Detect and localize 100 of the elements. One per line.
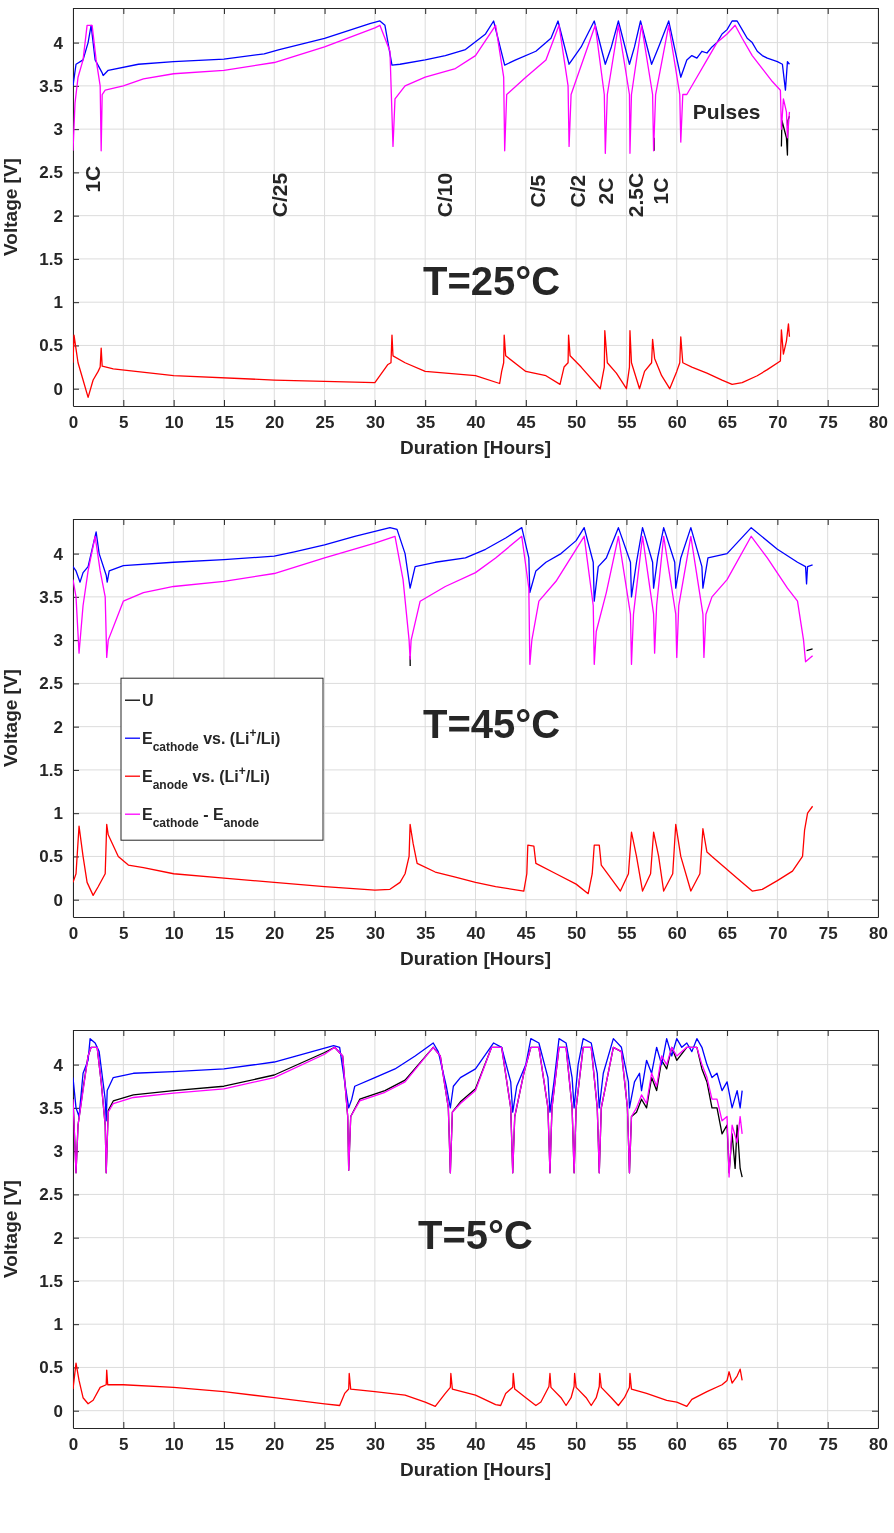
x-tick-label: 55 (617, 413, 637, 433)
x-tick-label: 10 (164, 924, 184, 944)
y-tick-label: 3.5 (39, 1098, 63, 1118)
x-tick-label: 40 (466, 413, 486, 433)
x-tick-label: 55 (617, 1435, 637, 1455)
x-tick-label: 65 (718, 924, 738, 944)
y-axis-title: Voltage [V] (0, 1180, 21, 1278)
text: T=5°C (418, 1212, 533, 1257)
y-tick-label: 2 (53, 1228, 63, 1248)
annotation: C/25 (268, 172, 292, 218)
y-tick-label: 0 (53, 1401, 63, 1421)
y-tick-label: 0.5 (39, 1358, 63, 1378)
y-tick-label: 1 (53, 804, 63, 824)
y-tick-label: 1.5 (39, 249, 63, 269)
x-tick-label: 20 (265, 413, 285, 433)
x-tick-label: 55 (617, 924, 637, 944)
x-tick-label: 40 (466, 924, 486, 944)
x-tick-label: 50 (567, 413, 587, 433)
y-tick-label: 2.5 (39, 1185, 63, 1205)
y-tick-label: 3 (53, 120, 63, 140)
y-tick-label: 2.5 (39, 163, 63, 183)
x-tick-label: 75 (818, 413, 838, 433)
annotation: 1C (649, 177, 673, 205)
x-tick-label: 20 (265, 924, 285, 944)
x-tick-label: 70 (768, 1435, 788, 1455)
y-tick-label: 0.5 (39, 336, 63, 356)
x-tick-label: 65 (718, 1435, 738, 1455)
annotation: C/5 (525, 174, 549, 208)
y-tick-label: 1.5 (39, 1271, 63, 1291)
y-tick-label: 1 (53, 1315, 63, 1335)
y-tick-label: 2 (53, 206, 63, 226)
text: T=45°C (423, 701, 561, 746)
y-axis-title: Voltage [V] (0, 669, 21, 767)
annotation: C/2 (566, 174, 590, 208)
x-tick-label: 75 (818, 1435, 838, 1455)
x-tick-label: 5 (119, 924, 129, 944)
x-tick-label: 30 (365, 1435, 385, 1455)
y-tick-label: 4 (53, 1055, 64, 1075)
x-tick-label: 0 (68, 924, 79, 944)
x-tick-label: 80 (869, 413, 888, 433)
x-tick-label: 30 (365, 413, 385, 433)
y-tick-label: 0 (53, 379, 63, 399)
x-tick-label: 25 (315, 924, 335, 944)
legend-label: E$_{cathode}$ - E$_{anode}$ (142, 806, 260, 831)
y-tick-label: 3 (53, 1142, 63, 1162)
x-tick-label: 45 (516, 413, 536, 433)
x-tick-label: 75 (818, 924, 838, 944)
legend-label: U (142, 692, 154, 710)
x-tick-label: 50 (567, 1435, 587, 1455)
y-tick-label: 1.5 (39, 760, 63, 780)
x-tick-label: 30 (365, 924, 385, 944)
x-tick-label: 50 (567, 924, 587, 944)
x-tick-label: 35 (416, 924, 436, 944)
x-tick-label: 15 (214, 924, 234, 944)
x-tick-label: 35 (416, 413, 436, 433)
y-tick-label: 4 (53, 544, 64, 564)
x-tick-label: 70 (768, 413, 788, 433)
x-tick-label: 60 (667, 413, 687, 433)
x-tick-label: 70 (768, 924, 788, 944)
y-tick-label: 2 (53, 717, 63, 737)
x-axis-title: Duration [Hours] (400, 948, 551, 969)
y-tick-label: 1 (53, 293, 63, 313)
y-tick-label: 0 (53, 890, 63, 910)
x-tick-label: 40 (466, 1435, 486, 1455)
x-axis-title: Duration [Hours] (400, 1459, 551, 1480)
x-tick-label: 5 (119, 1435, 129, 1455)
x-tick-label: 80 (869, 1435, 888, 1455)
x-tick-label: 45 (516, 1435, 536, 1455)
x-tick-label: 5 (119, 413, 129, 433)
x-tick-label: 15 (214, 1435, 234, 1455)
y-tick-label: 4 (53, 33, 64, 53)
y-axis-title: Voltage [V] (0, 158, 21, 256)
x-axis-title: Duration [Hours] (400, 437, 551, 458)
x-tick-label: 80 (869, 924, 888, 944)
legend-label: E$_{anode}$ vs. (Li$^{+}$/Li) (142, 764, 270, 793)
annotation: Pulses (692, 99, 761, 123)
x-tick-label: 0 (68, 1435, 79, 1455)
x-tick-label: 15 (214, 413, 234, 433)
x-tick-label: 60 (667, 1435, 687, 1455)
y-tick-label: 2.5 (39, 674, 63, 694)
x-tick-label: 10 (164, 413, 184, 433)
x-tick-label: 60 (667, 924, 687, 944)
x-tick-label: 25 (315, 1435, 335, 1455)
x-tick-label: 20 (265, 1435, 285, 1455)
x-tick-label: 65 (718, 413, 738, 433)
y-tick-label: 3.5 (39, 76, 63, 96)
y-tick-label: 3.5 (39, 587, 63, 607)
text: T=25°C (423, 258, 561, 303)
annotation: 2.5C (624, 172, 648, 218)
x-tick-label: 0 (68, 413, 79, 433)
annotation: 2C (594, 177, 618, 205)
x-tick-label: 45 (516, 924, 536, 944)
x-tick-label: 35 (416, 1435, 436, 1455)
x-tick-label: 10 (164, 1435, 184, 1455)
annotation: 1C (80, 165, 104, 193)
legend-label: E$_{cathode}$ vs. (Li$^{+}$/Li) (142, 726, 281, 755)
y-tick-label: 0.5 (39, 847, 63, 867)
x-tick-label: 25 (315, 413, 335, 433)
annotation: C/10 (433, 172, 457, 218)
y-tick-label: 3 (53, 631, 63, 651)
